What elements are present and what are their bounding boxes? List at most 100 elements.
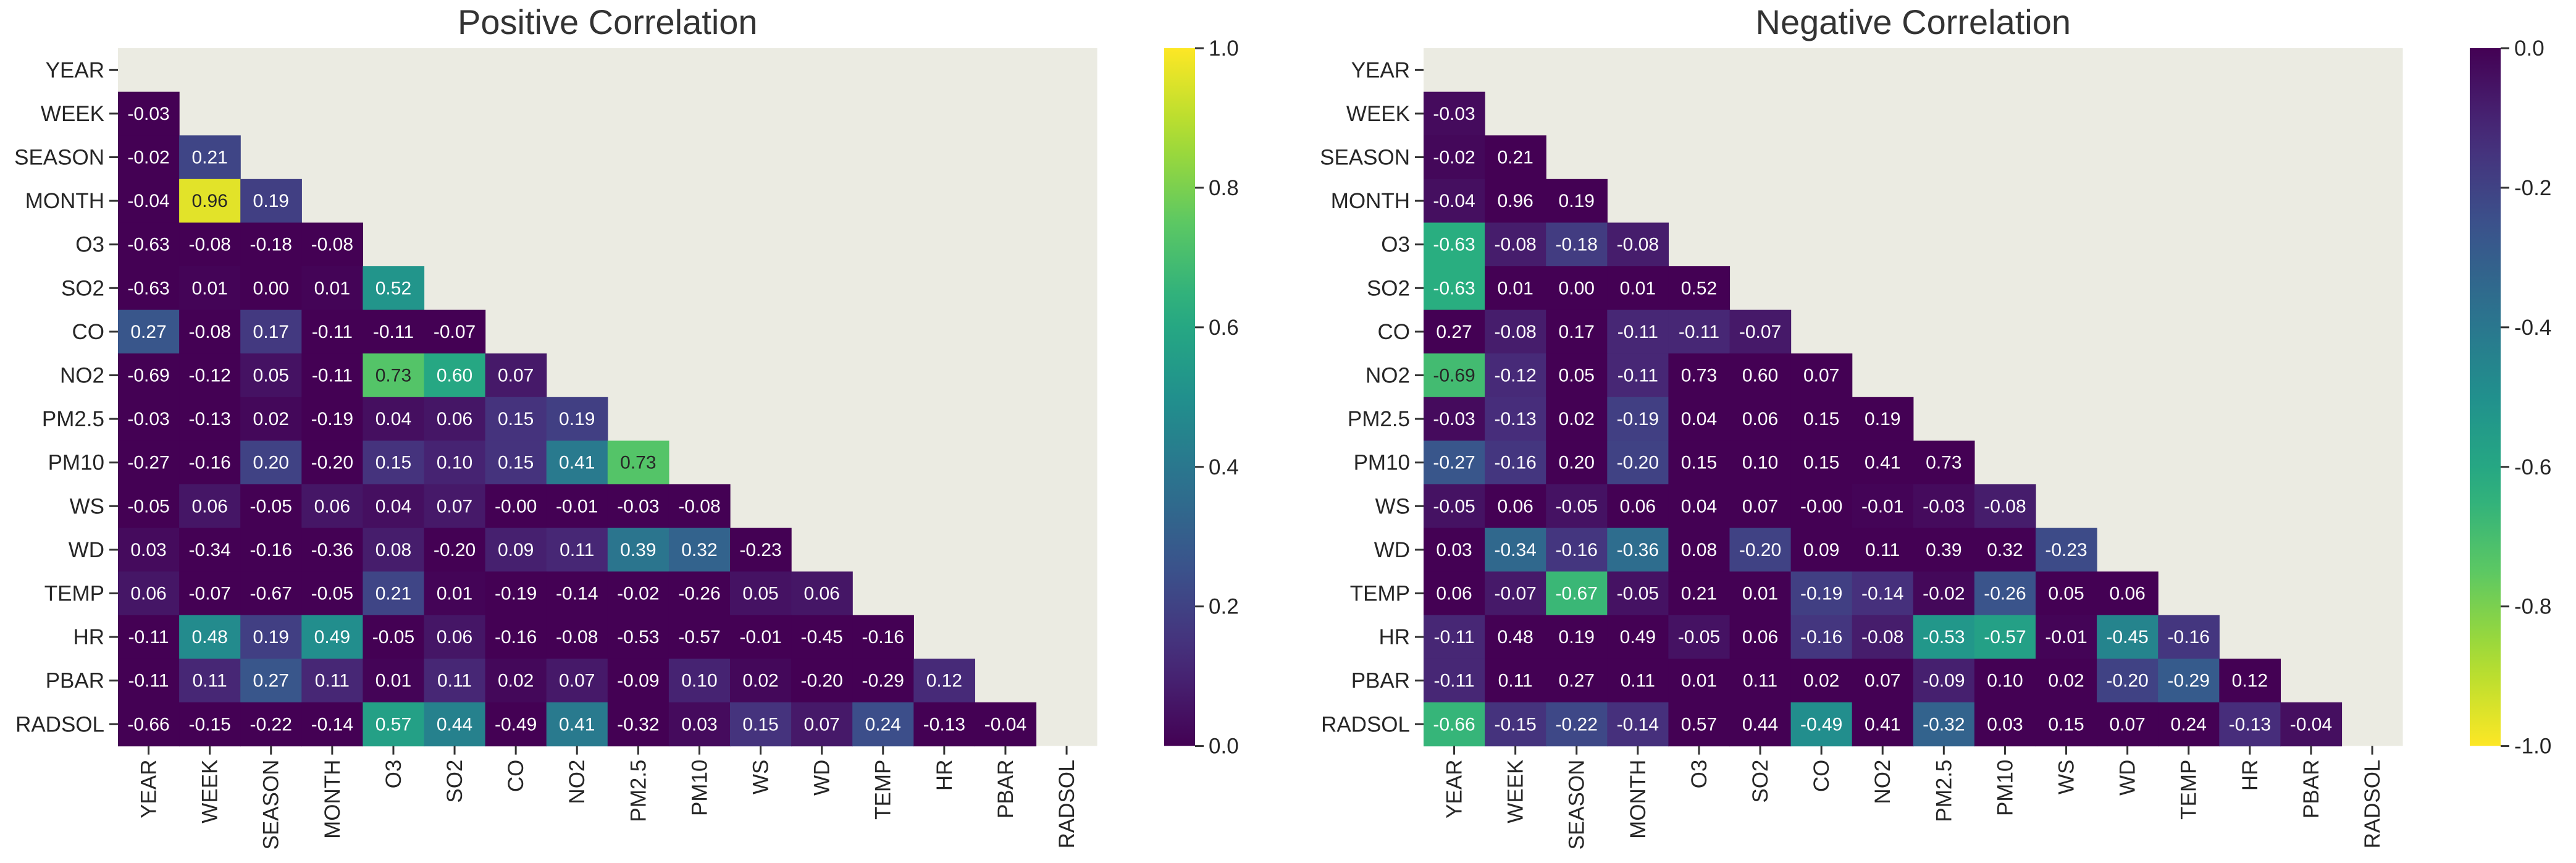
- heatmap-cell: [1546, 484, 1608, 529]
- y-tick-label: WEEK: [1346, 102, 1410, 126]
- heatmap-cell: [1485, 659, 1546, 703]
- cell-value-label: -0.11: [312, 366, 353, 386]
- cell-value-label: 0.06: [1742, 627, 1778, 647]
- cell-value-label: -0.11: [312, 322, 353, 342]
- cell-value-label: -0.67: [250, 584, 292, 604]
- colorbar-tick-label: 0.0: [1209, 735, 1239, 759]
- heatmap-cell: [179, 222, 241, 267]
- cell-value-label: 0.21: [1497, 148, 1533, 168]
- cell-value-label: -0.04: [127, 191, 169, 211]
- y-tick-label: PM10: [1354, 451, 1410, 475]
- cell-value-label: -0.22: [250, 714, 292, 735]
- y-tick-label: MONTH: [25, 189, 104, 213]
- cell-value-label: -0.05: [1556, 496, 1598, 516]
- cell-value-label: 0.06: [2109, 584, 2145, 604]
- cell-value-label: -0.08: [1494, 235, 1536, 255]
- cell-value-label: -0.11: [1617, 322, 1658, 342]
- heatmap-cell: [607, 571, 669, 616]
- y-tick-label: PM2.5: [1348, 407, 1410, 431]
- heatmap-cell: [730, 528, 792, 572]
- heatmap-cell: [1668, 615, 1731, 659]
- cell-value-label: -0.69: [127, 366, 169, 386]
- cell-value-label: -0.03: [1433, 104, 1475, 124]
- cell-value-label: 0.04: [375, 409, 411, 429]
- cell-value-label: -0.11: [1679, 322, 1719, 342]
- cell-value-label: 0.57: [1681, 714, 1717, 735]
- heatmap-cell: [1546, 528, 1608, 572]
- cell-value-label: -0.13: [2229, 714, 2271, 735]
- y-tick-label: PM2.5: [42, 407, 104, 431]
- heatmap-cell: [1974, 571, 2036, 616]
- heatmap-cell: [546, 440, 608, 485]
- cell-value-label: 0.11: [1865, 540, 1900, 560]
- heatmap-cell: [118, 222, 180, 267]
- cell-value-label: -0.11: [373, 322, 414, 342]
- heatmap-cell: [424, 659, 486, 703]
- x-tick-label: TEMP: [2177, 760, 2201, 820]
- cell-value-label: 0.06: [1497, 496, 1533, 516]
- cell-value-label: -0.26: [1984, 584, 2026, 604]
- heatmap-cell: [1546, 309, 1608, 354]
- cell-value-label: -0.18: [1556, 235, 1598, 255]
- cell-value-label: -0.14: [556, 584, 598, 604]
- heatmap-cell: [179, 484, 241, 529]
- heatmap-cell: [424, 397, 486, 441]
- y-tick-label: NO2: [60, 364, 104, 388]
- cell-value-label: 0.60: [1742, 366, 1778, 386]
- cell-value-label: -0.05: [1678, 627, 1720, 647]
- cell-value-label: 0.08: [375, 540, 411, 560]
- cell-value-label: 0.20: [253, 453, 289, 473]
- heatmap-cell: [546, 659, 608, 703]
- cell-value-label: 0.21: [1681, 584, 1717, 604]
- heatmap-cell: [2036, 702, 2097, 747]
- heatmap-cell: [1424, 615, 1485, 659]
- cell-value-label: 0.09: [498, 540, 534, 560]
- heatmap-cell: [179, 135, 241, 180]
- heatmap-cell: [1790, 571, 1853, 616]
- y-tick-label: PBAR: [46, 669, 104, 693]
- cell-value-label: -0.20: [311, 453, 353, 473]
- cell-value-label: -0.16: [495, 627, 537, 647]
- y-tick-label: O3: [75, 233, 104, 257]
- cell-value-label: -0.49: [495, 714, 537, 735]
- cell-value-label: 0.01: [437, 584, 472, 604]
- cell-value-label: 0.15: [375, 453, 411, 473]
- heatmap-cell: [2097, 659, 2159, 703]
- cell-value-label: -0.11: [1617, 366, 1658, 386]
- heatmap-cell: [1852, 571, 1914, 616]
- cell-value-label: -0.20: [434, 540, 476, 560]
- heatmap-panel-2: Negative Correlation -0.03 -0.02 0.21 -0.04 0…: [1320, 2, 2551, 849]
- cell-value-label: 0.02: [742, 671, 778, 691]
- heatmap-cell: [363, 440, 425, 485]
- heatmap-cell: [730, 659, 792, 703]
- heatmap-cell: [852, 702, 914, 747]
- x-tick-label: PBAR: [994, 760, 1018, 819]
- y-tick-label: PM10: [48, 451, 104, 475]
- cell-value-label: -0.04: [2290, 714, 2332, 735]
- heatmap-cell: [1607, 659, 1669, 703]
- heatmap-cell: [1424, 571, 1485, 616]
- heatmap-cell: [1790, 484, 1853, 529]
- cell-value-label: 0.11: [1743, 671, 1777, 691]
- y-tick-label: WD: [1374, 538, 1410, 562]
- heatmap-cell: [607, 440, 669, 485]
- heatmap-cell: [1546, 397, 1608, 441]
- heatmap-cell: [1729, 484, 1792, 529]
- cell-value-label: 0.11: [1621, 671, 1655, 691]
- heatmap-cell: [240, 179, 302, 223]
- y-tick-label: HR: [1378, 625, 1410, 649]
- heatmap-cell: [240, 309, 302, 354]
- heatmap-cell: [1607, 615, 1669, 659]
- cell-value-label: -0.09: [617, 671, 659, 691]
- heatmap-cell: [1668, 484, 1731, 529]
- cell-value-label: 0.24: [865, 714, 901, 735]
- cell-value-label: -0.16: [1494, 453, 1536, 473]
- heatmap-cell: [1424, 397, 1485, 441]
- heatmap-cell: [1668, 702, 1731, 747]
- cell-value-label: -0.11: [1433, 671, 1474, 691]
- cell-value-label: 0.96: [191, 191, 227, 211]
- heatmap-cell: [2158, 702, 2220, 747]
- heatmap-cell: [118, 615, 180, 659]
- heatmap-cell: [363, 309, 425, 354]
- cell-value-label: -0.08: [1617, 235, 1659, 255]
